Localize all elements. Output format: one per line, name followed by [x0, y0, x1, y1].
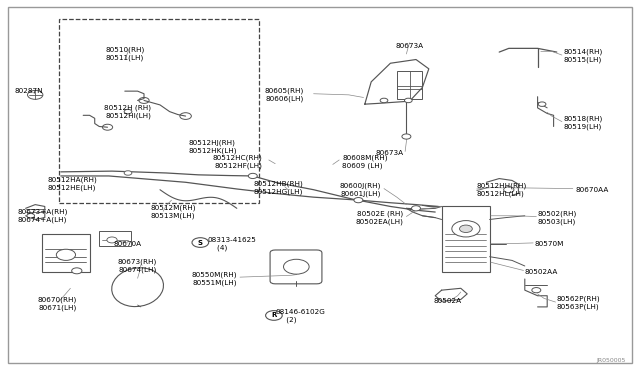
Bar: [42, 234, 90, 272]
Bar: [59, 19, 259, 203]
Circle shape: [538, 102, 546, 106]
Circle shape: [452, 221, 480, 237]
Text: 08146-6102G
     (2): 08146-6102G (2): [275, 309, 325, 323]
Text: JR050005: JR050005: [596, 357, 626, 363]
Text: 80673A: 80673A: [396, 44, 424, 49]
Text: 80512HJ(RH)
80512HK(LH): 80512HJ(RH) 80512HK(LH): [189, 140, 237, 154]
Text: 80502AA: 80502AA: [525, 269, 558, 275]
Circle shape: [266, 311, 282, 320]
Text: 80512H (RH)
80512HI(LH): 80512H (RH) 80512HI(LH): [104, 105, 152, 119]
Text: 80673A: 80673A: [375, 150, 403, 155]
Text: 80512HC(RH)
80512HF(LH): 80512HC(RH) 80512HF(LH): [212, 155, 262, 169]
Text: 80670A: 80670A: [114, 241, 142, 247]
Circle shape: [532, 288, 541, 293]
Circle shape: [192, 238, 209, 247]
Text: 80512HA(RH)
80512HE(LH): 80512HA(RH) 80512HE(LH): [48, 177, 98, 191]
Text: 80600J(RH)
80601J(LH): 80600J(RH) 80601J(LH): [339, 183, 381, 197]
Text: 80287N: 80287N: [14, 88, 43, 94]
Text: 80570M: 80570M: [534, 241, 564, 247]
Circle shape: [402, 134, 411, 139]
Text: 08313-41625
    (4): 08313-41625 (4): [208, 237, 257, 251]
Text: 80608M(RH)
80609 (LH): 80608M(RH) 80609 (LH): [342, 155, 388, 169]
Circle shape: [107, 237, 117, 243]
Bar: [442, 206, 490, 272]
Circle shape: [404, 98, 412, 103]
Text: 80502E (RH)
80502EA(LH): 80502E (RH) 80502EA(LH): [355, 211, 403, 225]
Text: 80510(RH)
80511(LH): 80510(RH) 80511(LH): [105, 47, 145, 61]
Bar: [99, 231, 131, 246]
Circle shape: [248, 173, 257, 179]
Circle shape: [124, 171, 132, 175]
Text: 80605(RH)
80606(LH): 80605(RH) 80606(LH): [265, 88, 304, 102]
Circle shape: [460, 225, 472, 232]
Text: 80502A: 80502A: [434, 298, 462, 304]
Text: 80562P(RH)
80563P(LH): 80562P(RH) 80563P(LH): [557, 296, 600, 310]
Circle shape: [504, 187, 514, 193]
Text: 80518(RH)
80519(LH): 80518(RH) 80519(LH): [563, 116, 602, 130]
Circle shape: [380, 98, 388, 103]
Circle shape: [124, 109, 132, 114]
Bar: [397, 71, 422, 99]
Text: 80550M(RH)
80551M(LH): 80550M(RH) 80551M(LH): [191, 271, 237, 285]
Text: 80512HH(RH)
80512HL(LH): 80512HH(RH) 80512HL(LH): [477, 183, 527, 197]
Text: 80512HB(RH)
80512HG(LH): 80512HB(RH) 80512HG(LH): [253, 181, 303, 195]
Text: 80670AA: 80670AA: [576, 187, 609, 193]
Text: R: R: [271, 312, 276, 318]
Circle shape: [27, 214, 35, 218]
Text: 80673+A(RH)
80674+A(LH): 80673+A(RH) 80674+A(LH): [18, 209, 68, 223]
Circle shape: [56, 249, 76, 260]
Circle shape: [72, 268, 82, 274]
Text: S: S: [198, 240, 203, 246]
Text: 80502(RH)
80503(LH): 80502(RH) 80503(LH): [538, 211, 577, 225]
Text: 80670(RH)
80671(LH): 80670(RH) 80671(LH): [38, 297, 77, 311]
Text: 80512M(RH)
80513M(LH): 80512M(RH) 80513M(LH): [150, 205, 196, 219]
Text: 80514(RH)
80515(LH): 80514(RH) 80515(LH): [563, 49, 602, 63]
Circle shape: [354, 198, 363, 203]
Circle shape: [412, 206, 420, 211]
Text: 80673(RH)
80674(LH): 80673(RH) 80674(LH): [118, 259, 157, 273]
